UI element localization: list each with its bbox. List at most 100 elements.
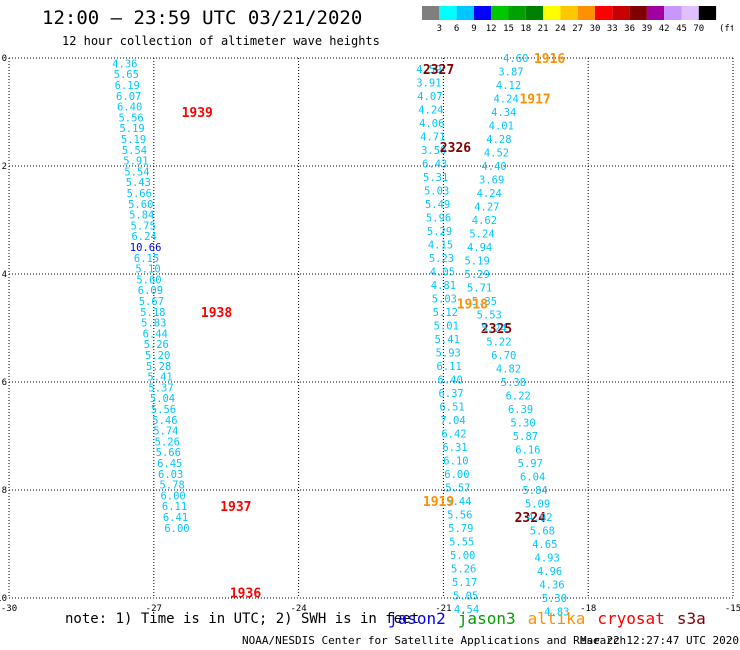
- wave-height-value: 3.50: [421, 145, 446, 157]
- wave-height-value: 5.41: [147, 372, 172, 384]
- colorbar-swatch: [491, 6, 509, 20]
- wave-height-value: 5.83: [141, 318, 166, 330]
- wave-height-value: 4.06: [419, 118, 444, 130]
- time-label-altika: 1916: [534, 52, 565, 67]
- time-label-altika: 1918: [457, 298, 488, 313]
- wave-height-value: 5.54: [122, 145, 147, 157]
- colorbar-swatch: [439, 6, 457, 20]
- wave-height-value: 4.60: [503, 53, 528, 65]
- colorbar-swatch: [560, 6, 578, 20]
- wave-height-value: 5.09: [525, 499, 550, 511]
- wave-height-value: 4.36: [112, 58, 137, 70]
- x-tick-label: -21: [435, 604, 451, 614]
- wave-height-value: 5.30: [510, 418, 535, 430]
- wave-height-value: 5.56: [118, 112, 143, 124]
- wave-height-value: 6.00: [444, 469, 469, 481]
- wave-height-value: 5.24: [469, 229, 494, 241]
- wave-height-value: 7.04: [440, 415, 465, 427]
- wave-height-value: 5.60: [128, 199, 153, 211]
- wave-height-value: 5.00: [450, 550, 475, 562]
- time-label-cryosat: 1937: [220, 500, 251, 515]
- x-tick-label: -24: [290, 604, 306, 614]
- colorbar-label: 39: [641, 24, 652, 34]
- wave-height-value: 6.00: [164, 523, 189, 535]
- wave-height-value: 6.37: [438, 388, 463, 400]
- y-tick-label: -2: [0, 162, 7, 172]
- wave-height-value: 6.11: [437, 361, 462, 373]
- wave-height-value: 5.57: [445, 482, 470, 494]
- wave-height-value: 5.12: [433, 307, 458, 319]
- wave-height-value: 5.24: [481, 323, 506, 335]
- wave-height-value: 6.07: [116, 91, 141, 103]
- wave-height-value: 5.49: [425, 199, 450, 211]
- wave-height-value: 5.35: [472, 296, 497, 308]
- wave-height-value: 3.69: [479, 175, 504, 187]
- colorbar-swatch: [595, 6, 613, 20]
- wave-height-value: 10.66: [130, 242, 162, 254]
- colorbar-label: 6: [454, 24, 459, 34]
- wave-height-value: 4.34: [491, 107, 516, 119]
- wave-height-value: 5.55: [449, 536, 474, 548]
- colorbar-swatch: [664, 6, 682, 20]
- colorbar-unit: (ft): [719, 24, 733, 34]
- time-label-altika: 1919: [423, 495, 454, 510]
- colorbar-swatch: [577, 6, 595, 20]
- wave-height-value: 5.93: [436, 347, 461, 359]
- wave-height-value: 5.26: [144, 339, 169, 351]
- units-note: note: 1) Time is in UTC; 2) SWH is in fe…: [65, 611, 420, 627]
- wave-height-value: 4.15: [428, 239, 453, 251]
- wave-height-value: 5.97: [518, 458, 543, 470]
- wave-height-value: 5.29: [465, 269, 490, 281]
- wave-height-value: 5.71: [467, 283, 492, 295]
- wave-height-value: 6.39: [508, 404, 533, 416]
- x-tick-label: -15: [725, 604, 740, 614]
- wave-height-value: 5.66: [127, 188, 152, 200]
- colorbar-label: 27: [572, 24, 583, 34]
- wave-height-value: 4.24: [418, 104, 443, 116]
- wave-height-value: 5.22: [486, 337, 511, 349]
- wave-height-value: 6.04: [520, 472, 545, 484]
- wave-height-value: 5.19: [121, 134, 146, 146]
- wave-height-value: 6.51: [439, 401, 464, 413]
- colorbar-swatch: [612, 6, 630, 20]
- wave-height-value: 6.24: [131, 231, 156, 243]
- x-tick-label: -30: [1, 604, 17, 614]
- colorbar-swatch: [543, 6, 561, 20]
- wave-height-value: 6.00: [160, 490, 185, 502]
- wave-height-value: 5.04: [150, 393, 175, 405]
- time-label-s3a: 2325: [481, 322, 512, 337]
- time-label-cryosat: 1938: [201, 306, 232, 321]
- colorbar-swatch: [473, 6, 492, 20]
- wave-height-value: 6.19: [115, 80, 140, 92]
- legend-item-s3a: s3a: [676, 609, 706, 628]
- wave-height-value: 5.67: [139, 296, 164, 308]
- wave-height-value: 5.28: [146, 361, 171, 373]
- wave-height-value: 5.29: [427, 226, 452, 238]
- wave-height-value: 4.62: [472, 215, 497, 227]
- colorbar-label: 12: [486, 24, 497, 34]
- wave-height-value: 6.44: [143, 328, 168, 340]
- colorbar-label: 9: [471, 24, 476, 34]
- wave-height-value: 5.01: [434, 320, 459, 332]
- wave-height-value: 5.23: [429, 253, 454, 265]
- wave-height-value: 6.40: [438, 374, 463, 386]
- wave-height-value: 6.43: [422, 158, 447, 170]
- wave-height-value: 5.37: [148, 382, 173, 394]
- wave-height-value: 4.94: [467, 242, 492, 254]
- colorbar-swatch: [629, 6, 647, 20]
- wave-height-value: 5.91: [123, 156, 148, 168]
- wave-height-value: 4.40: [481, 161, 506, 173]
- colorbar-swatch: [698, 6, 717, 20]
- y-tick-label: -6: [0, 378, 7, 388]
- legend-item-altika: altika: [527, 609, 586, 628]
- wave-height-value: 4.81: [431, 280, 456, 292]
- wave-height-value: 4.36: [539, 580, 564, 592]
- wave-height-value: 4.27: [474, 202, 499, 214]
- chart-title: 12:00 – 23:59 UTC 03/21/2020: [42, 7, 363, 29]
- colorbar-label: 42: [659, 24, 670, 34]
- time-label-s3a: 2327: [423, 63, 454, 78]
- y-tick-label: 0: [2, 54, 7, 64]
- wave-height-value: 3.91: [416, 77, 441, 89]
- wave-height-value: 6.10: [443, 455, 468, 467]
